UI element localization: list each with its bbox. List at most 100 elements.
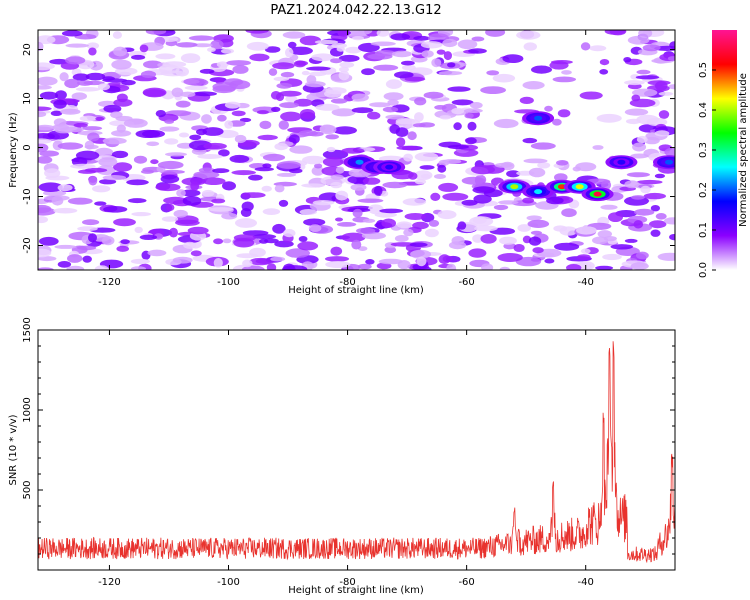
x-tick-label: -80 xyxy=(339,277,355,288)
heatmap-noise-cell xyxy=(626,172,651,178)
heatmap-noise-cell xyxy=(57,184,73,192)
heatmap-noise-cell xyxy=(631,195,645,200)
heatmap-noise-cell xyxy=(633,220,644,229)
heatmap-noise-cell xyxy=(38,62,55,71)
heatmap-noise-cell xyxy=(283,229,296,238)
heatmap-noise-cell xyxy=(416,256,427,267)
heatmap-noise-cell xyxy=(166,203,175,212)
heatmap-noise-cell xyxy=(66,265,85,270)
heatmap-noise-cell xyxy=(142,87,167,98)
heatmap-noise-cell xyxy=(465,137,477,145)
heatmap-noise-cell xyxy=(51,195,64,206)
heatmap-noise-cell xyxy=(38,106,52,111)
heatmap-noise-cell xyxy=(54,244,77,249)
snr-x-ticks: -120 -100 -80 -60 -40 xyxy=(98,330,594,588)
heatmap-noise-cell xyxy=(523,42,537,51)
heatmap-noise-cell xyxy=(231,170,256,176)
heatmap-noise-cell xyxy=(436,49,446,55)
heatmap-noise-cell xyxy=(254,167,274,172)
heatmap-noise-cell xyxy=(241,192,266,199)
heatmap-noise-cell xyxy=(133,155,148,164)
heatmap-noise-cell xyxy=(113,98,133,107)
heatmap-noise-cell xyxy=(192,43,213,48)
heatmap-noise-cell xyxy=(79,115,98,122)
heatmap-noise-cell xyxy=(249,53,270,62)
colorbar-ticks: 0.0 0.1 0.2 0.3 0.4 0.5 xyxy=(698,62,716,278)
heatmap-noise-cell xyxy=(649,220,667,229)
heatmap-noise-cell xyxy=(394,71,414,79)
heatmap-noise-cell xyxy=(370,41,396,47)
heatmap-noise-cell xyxy=(121,79,136,86)
heatmap-noise-cell xyxy=(335,166,345,174)
heatmap-noise-cell xyxy=(404,76,426,82)
x-tick-label: -120 xyxy=(98,577,121,588)
heatmap-noise-cell xyxy=(438,70,463,76)
heatmap-noise-cell xyxy=(173,209,188,218)
heatmap-noise-cell xyxy=(88,176,98,186)
heatmap-noise-cell xyxy=(644,136,660,145)
heatmap-noise-cell xyxy=(357,263,372,270)
heatmap-noise-cell xyxy=(212,168,230,174)
heatmap-noise-cell xyxy=(493,204,509,211)
heatmap-noise-cell xyxy=(199,68,215,74)
heatmap-noise-cell xyxy=(169,227,178,238)
snr-y-ticks: 500 1000 1500 xyxy=(22,317,675,555)
heatmap-noise-cell xyxy=(351,107,374,114)
heatmap-noise-cell xyxy=(94,201,107,206)
heatmap-noise-cell xyxy=(481,263,494,270)
heatmap-noise-cell xyxy=(202,127,224,136)
heatmap-noise-cell xyxy=(493,118,519,129)
heatmap-noise-cell xyxy=(218,149,230,157)
heatmap-noise-cell xyxy=(650,229,661,237)
heatmap-noise-cell xyxy=(192,91,217,97)
heatmap-noise-cell xyxy=(257,134,278,141)
heatmap-noise-cell xyxy=(289,46,313,55)
heatmap-noise-cell xyxy=(57,261,72,268)
heatmap-noise-cell xyxy=(193,171,220,179)
heatmap-noise-cell xyxy=(530,142,556,150)
heatmap-noise-cell xyxy=(181,177,207,186)
heatmap-noise-cell xyxy=(88,233,97,243)
heatmap-noise-cell xyxy=(326,146,336,153)
heatmap-noise-cell xyxy=(544,105,553,112)
heatmap-noise-cell xyxy=(373,185,383,196)
heatmap-noise-cell xyxy=(430,192,441,201)
heatmap-noise-cell xyxy=(396,145,420,151)
heatmap-noise-cell xyxy=(59,72,69,82)
heatmap-noise-cell xyxy=(437,164,447,173)
heatmap-noise-cell xyxy=(38,156,53,164)
heatmap-noise-cell xyxy=(390,242,417,247)
heatmap-noise-cell xyxy=(471,36,485,42)
heatmap-noise-cell xyxy=(235,218,257,228)
heatmap-noise-cell xyxy=(341,232,366,242)
heatmap-noise-cell xyxy=(116,245,129,252)
heatmap-noise-cell xyxy=(330,98,348,104)
heatmap-noise-cell xyxy=(379,208,404,214)
heatmap-noise-cell xyxy=(44,168,61,179)
heatmap-noise-cell xyxy=(532,247,544,254)
heatmap-noise-cell xyxy=(654,130,670,137)
heatmap-noise-cell xyxy=(394,235,409,242)
heatmap-noise-cell xyxy=(599,69,609,75)
colorbar-tick-label: 0.2 xyxy=(698,182,709,198)
heatmap-noise-cell xyxy=(506,170,521,178)
colorbar-tick-label: 0.0 xyxy=(698,262,709,278)
heatmap-noise-cell xyxy=(438,182,459,192)
heatmap-noise-cell xyxy=(658,110,670,119)
heatmap-noise-cell xyxy=(600,204,618,210)
heatmap-noise-cell xyxy=(176,189,186,198)
heatmap-noise-cell xyxy=(438,159,450,166)
heatmap-noise-cell xyxy=(642,44,661,52)
heatmap-noise-cell xyxy=(339,61,355,68)
heatmap-noise-cell xyxy=(221,212,238,220)
heatmap-noise-cell xyxy=(664,147,675,158)
heatmap-noise-cell xyxy=(632,88,658,97)
heatmap-noise-cell xyxy=(554,173,568,182)
heatmap-noise-cell xyxy=(331,108,356,117)
heatmap-noise-cell xyxy=(178,132,190,138)
heatmap-noise-cell xyxy=(38,256,57,262)
heatmap-noise-cell xyxy=(554,242,580,251)
heatmap-noise-cell xyxy=(442,255,453,263)
heatmap-noise-cell xyxy=(287,41,297,49)
heatmap-noise-cell xyxy=(497,253,523,262)
